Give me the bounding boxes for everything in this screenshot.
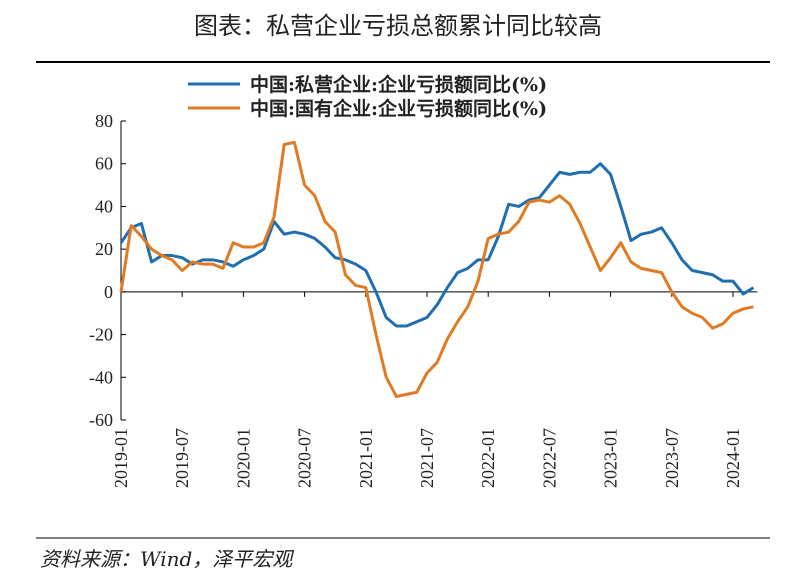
legend-label: 中国:私营企业:企业亏损额同比(%) [250, 73, 547, 96]
series-line [119, 140, 754, 399]
y-tick-label: 40 [95, 196, 113, 216]
y-tick-label: 20 [95, 239, 113, 259]
source: 资料来源：Wind，泽平宏观 [40, 547, 294, 571]
x-tick-label: 2021-01 [356, 428, 376, 488]
y-tick-label: -20 [89, 325, 113, 345]
x-tick-label: 2023-07 [662, 428, 682, 488]
y-tick-label: 0 [104, 282, 113, 302]
y-tick-label: -40 [89, 367, 113, 387]
x-tick-label: 2023-01 [601, 428, 621, 488]
x-tick-label: 2021-07 [417, 428, 437, 488]
x-tick-label: 2020-07 [295, 428, 315, 488]
x-tick-label: 2019-01 [111, 428, 131, 488]
y-tick-label: -60 [89, 410, 113, 430]
chart-title: 图表：私营企业亏损总额累计同比较高 [194, 12, 602, 40]
y-tick-label: 80 [95, 111, 113, 131]
series-line [119, 162, 755, 328]
y-tick-label: 60 [95, 154, 113, 174]
x-tick-label: 2024-01 [723, 428, 743, 488]
legend-label: 中国:国有企业:企业亏损额同比(%) [250, 97, 547, 120]
x-tick-label: 2019-07 [172, 428, 192, 488]
x-tick-label: 2022-01 [478, 428, 498, 488]
x-tick-label: 2020-01 [233, 428, 253, 488]
x-tick-label: 2022-07 [539, 428, 559, 488]
